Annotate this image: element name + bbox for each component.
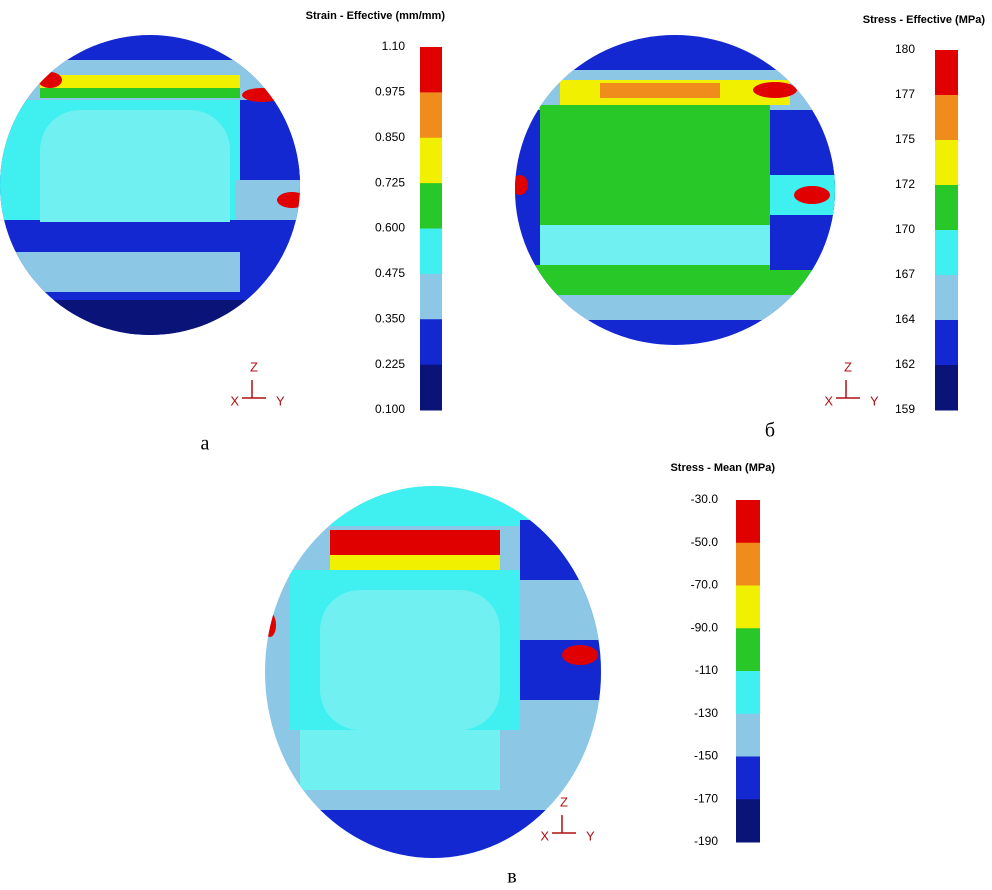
- color-band: [736, 757, 760, 800]
- color-band: [420, 319, 442, 365]
- triad-x: X: [540, 828, 549, 843]
- tick-label: -90.0: [691, 620, 719, 634]
- color-band: [420, 183, 442, 229]
- tick-label: 0.225: [375, 357, 405, 371]
- model-c: [264, 486, 601, 860]
- triad-z: Z: [250, 359, 258, 374]
- panel-label: б: [765, 420, 775, 442]
- color-band: [935, 275, 958, 321]
- color-band: [935, 320, 958, 366]
- tick-label: 159: [895, 402, 915, 416]
- tick-label: 162: [895, 357, 915, 371]
- panel-label: а: [201, 433, 210, 455]
- color-band: [736, 799, 760, 842]
- tick-label: 0.725: [375, 175, 405, 189]
- color-band: [935, 365, 958, 411]
- color-band: [420, 47, 442, 93]
- color-band: [420, 274, 442, 320]
- legend-title: Stress - Effective (MPa): [863, 14, 986, 26]
- triad-z: Z: [844, 359, 852, 374]
- color-band: [935, 50, 958, 96]
- page: {"panels": [ {"label": "а", "legend_titl…: [0, 0, 992, 890]
- tick-label: 164: [895, 312, 915, 326]
- color-band: [736, 586, 760, 629]
- color-band: [736, 543, 760, 586]
- tick-label: -30.0: [691, 492, 719, 506]
- tick-label: -130: [694, 706, 718, 720]
- tick-label: 175: [895, 132, 915, 146]
- triad-y: Y: [586, 828, 595, 843]
- tick-label: 167: [895, 267, 915, 281]
- legend-title: Stress - Mean (MPa): [670, 462, 775, 474]
- triad-y: Y: [276, 393, 285, 408]
- tick-label: -150: [694, 749, 718, 763]
- color-band: [935, 95, 958, 141]
- triad-x: X: [824, 393, 833, 408]
- tick-label: 177: [895, 87, 915, 101]
- panel-label: в: [507, 866, 516, 888]
- color-band: [420, 229, 442, 275]
- tick-label: 0.850: [375, 130, 405, 144]
- tick-label: -50.0: [691, 535, 719, 549]
- tick-label: 0.350: [375, 311, 405, 325]
- tick-label: 0.600: [375, 221, 405, 235]
- tick-label: 0.475: [375, 266, 405, 280]
- tick-label: 170: [895, 222, 915, 236]
- color-band: [935, 140, 958, 186]
- figure: Strain - Effective (mm/mm) 1.10 0.975 0.850…: [0, 0, 992, 890]
- triad-x: X: [230, 393, 239, 408]
- tick-label: 180: [895, 42, 915, 56]
- tick-label: -70.0: [691, 578, 719, 592]
- color-band: [736, 628, 760, 671]
- color-band: [935, 230, 958, 276]
- tick-label: 172: [895, 177, 915, 191]
- tick-label: 1.10: [382, 39, 406, 53]
- tick-label: 0.975: [375, 85, 405, 99]
- tick-label: 0.100: [375, 402, 405, 416]
- color-band: [736, 714, 760, 757]
- model-a: [0, 35, 307, 340]
- model-b: [512, 35, 835, 345]
- color-band: [736, 500, 760, 543]
- color-band: [420, 365, 442, 411]
- color-band: [420, 138, 442, 184]
- color-band: [935, 185, 958, 231]
- color-band: [420, 92, 442, 138]
- triad-z: Z: [560, 794, 568, 809]
- color-band: [736, 671, 760, 714]
- tick-label: -110: [695, 663, 718, 677]
- tick-label: -190: [694, 834, 718, 848]
- triad-y: Y: [870, 393, 879, 408]
- tick-label: -170: [694, 791, 718, 805]
- legend-title: Strain - Effective (mm/mm): [306, 10, 446, 22]
